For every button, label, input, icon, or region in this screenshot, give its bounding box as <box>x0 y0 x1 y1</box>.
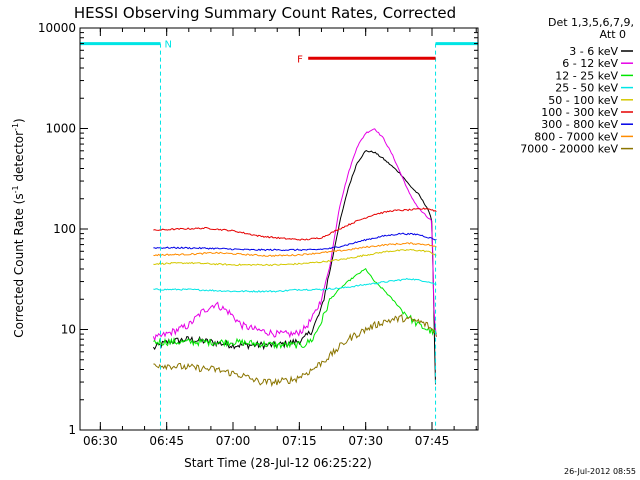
legend-label-5: 100 - 300 keV <box>541 106 618 119</box>
y-axis-label-sup1: -1 <box>11 185 20 193</box>
series-line-2 <box>153 267 437 350</box>
y-axis-label-end: ) <box>12 118 26 123</box>
x-tick-label-4: 07:30 <box>348 434 383 448</box>
legend-label-6: 300 - 800 keV <box>541 118 618 131</box>
legend-label-7: 800 - 7000 keV <box>534 130 618 143</box>
series-line-7 <box>153 242 437 258</box>
x-tick-label-5: 07:45 <box>415 434 450 448</box>
legend-header-line-2: Att 0 <box>600 28 626 41</box>
y-axis-label-sup2: -1 <box>11 123 20 131</box>
y-tick-label-0: 1 <box>68 423 76 437</box>
x-tick-label-1: 06:45 <box>149 434 184 448</box>
y-axis-label: Corrected Count Rate (s-1 detector-1) <box>11 118 26 337</box>
y-axis-label-main: Corrected Count Rate (s <box>12 193 26 337</box>
footer-date: 26-Jul-2012 08:55 <box>564 467 636 476</box>
legend-label-2: 12 - 25 keV <box>555 69 618 82</box>
legend-label-8: 7000 - 20000 keV <box>520 143 618 156</box>
series-line-1 <box>152 128 437 342</box>
legend-label-1: 6 - 12 keV <box>562 57 618 70</box>
y-tick-label-4: 10000 <box>38 21 76 35</box>
annotation-layer: NF <box>80 40 478 430</box>
series-line-8 <box>153 314 437 388</box>
plot-area <box>152 128 437 388</box>
x-axis-label: Start Time (28-Jul-12 06:25:22) <box>184 456 372 470</box>
night-label: N <box>164 40 171 51</box>
chart-title: HESSI Observing Summary Count Rates, Cor… <box>74 4 456 22</box>
series-line-3 <box>153 277 437 293</box>
flare-label: F <box>297 54 303 65</box>
series-line-5 <box>153 207 437 241</box>
y-tick-label-1: 10 <box>61 323 76 337</box>
series-line-4 <box>153 248 437 267</box>
legend-label-0: 3 - 6 keV <box>569 45 618 58</box>
legend-header-line-1: Det 1,3,5,6,7,9, <box>548 16 634 29</box>
series-line-6 <box>153 232 437 252</box>
x-tick-label-2: 07:00 <box>216 434 251 448</box>
y-tick-label-3: 1000 <box>45 122 76 136</box>
x-tick-label-3: 07:15 <box>282 434 317 448</box>
legend-label-4: 50 - 100 keV <box>548 94 618 107</box>
axis-layer: 06:30 06:45 07:00 07:15 07:30 07:45 1 10 100 1000… <box>38 21 479 448</box>
x-tick-label-0: 06:30 <box>83 434 118 448</box>
y-tick-label-2: 100 <box>53 222 76 236</box>
y-axis-label-mid: detector <box>12 131 26 186</box>
series-group <box>152 128 437 388</box>
legend-label-3: 25 - 50 keV <box>555 82 618 95</box>
